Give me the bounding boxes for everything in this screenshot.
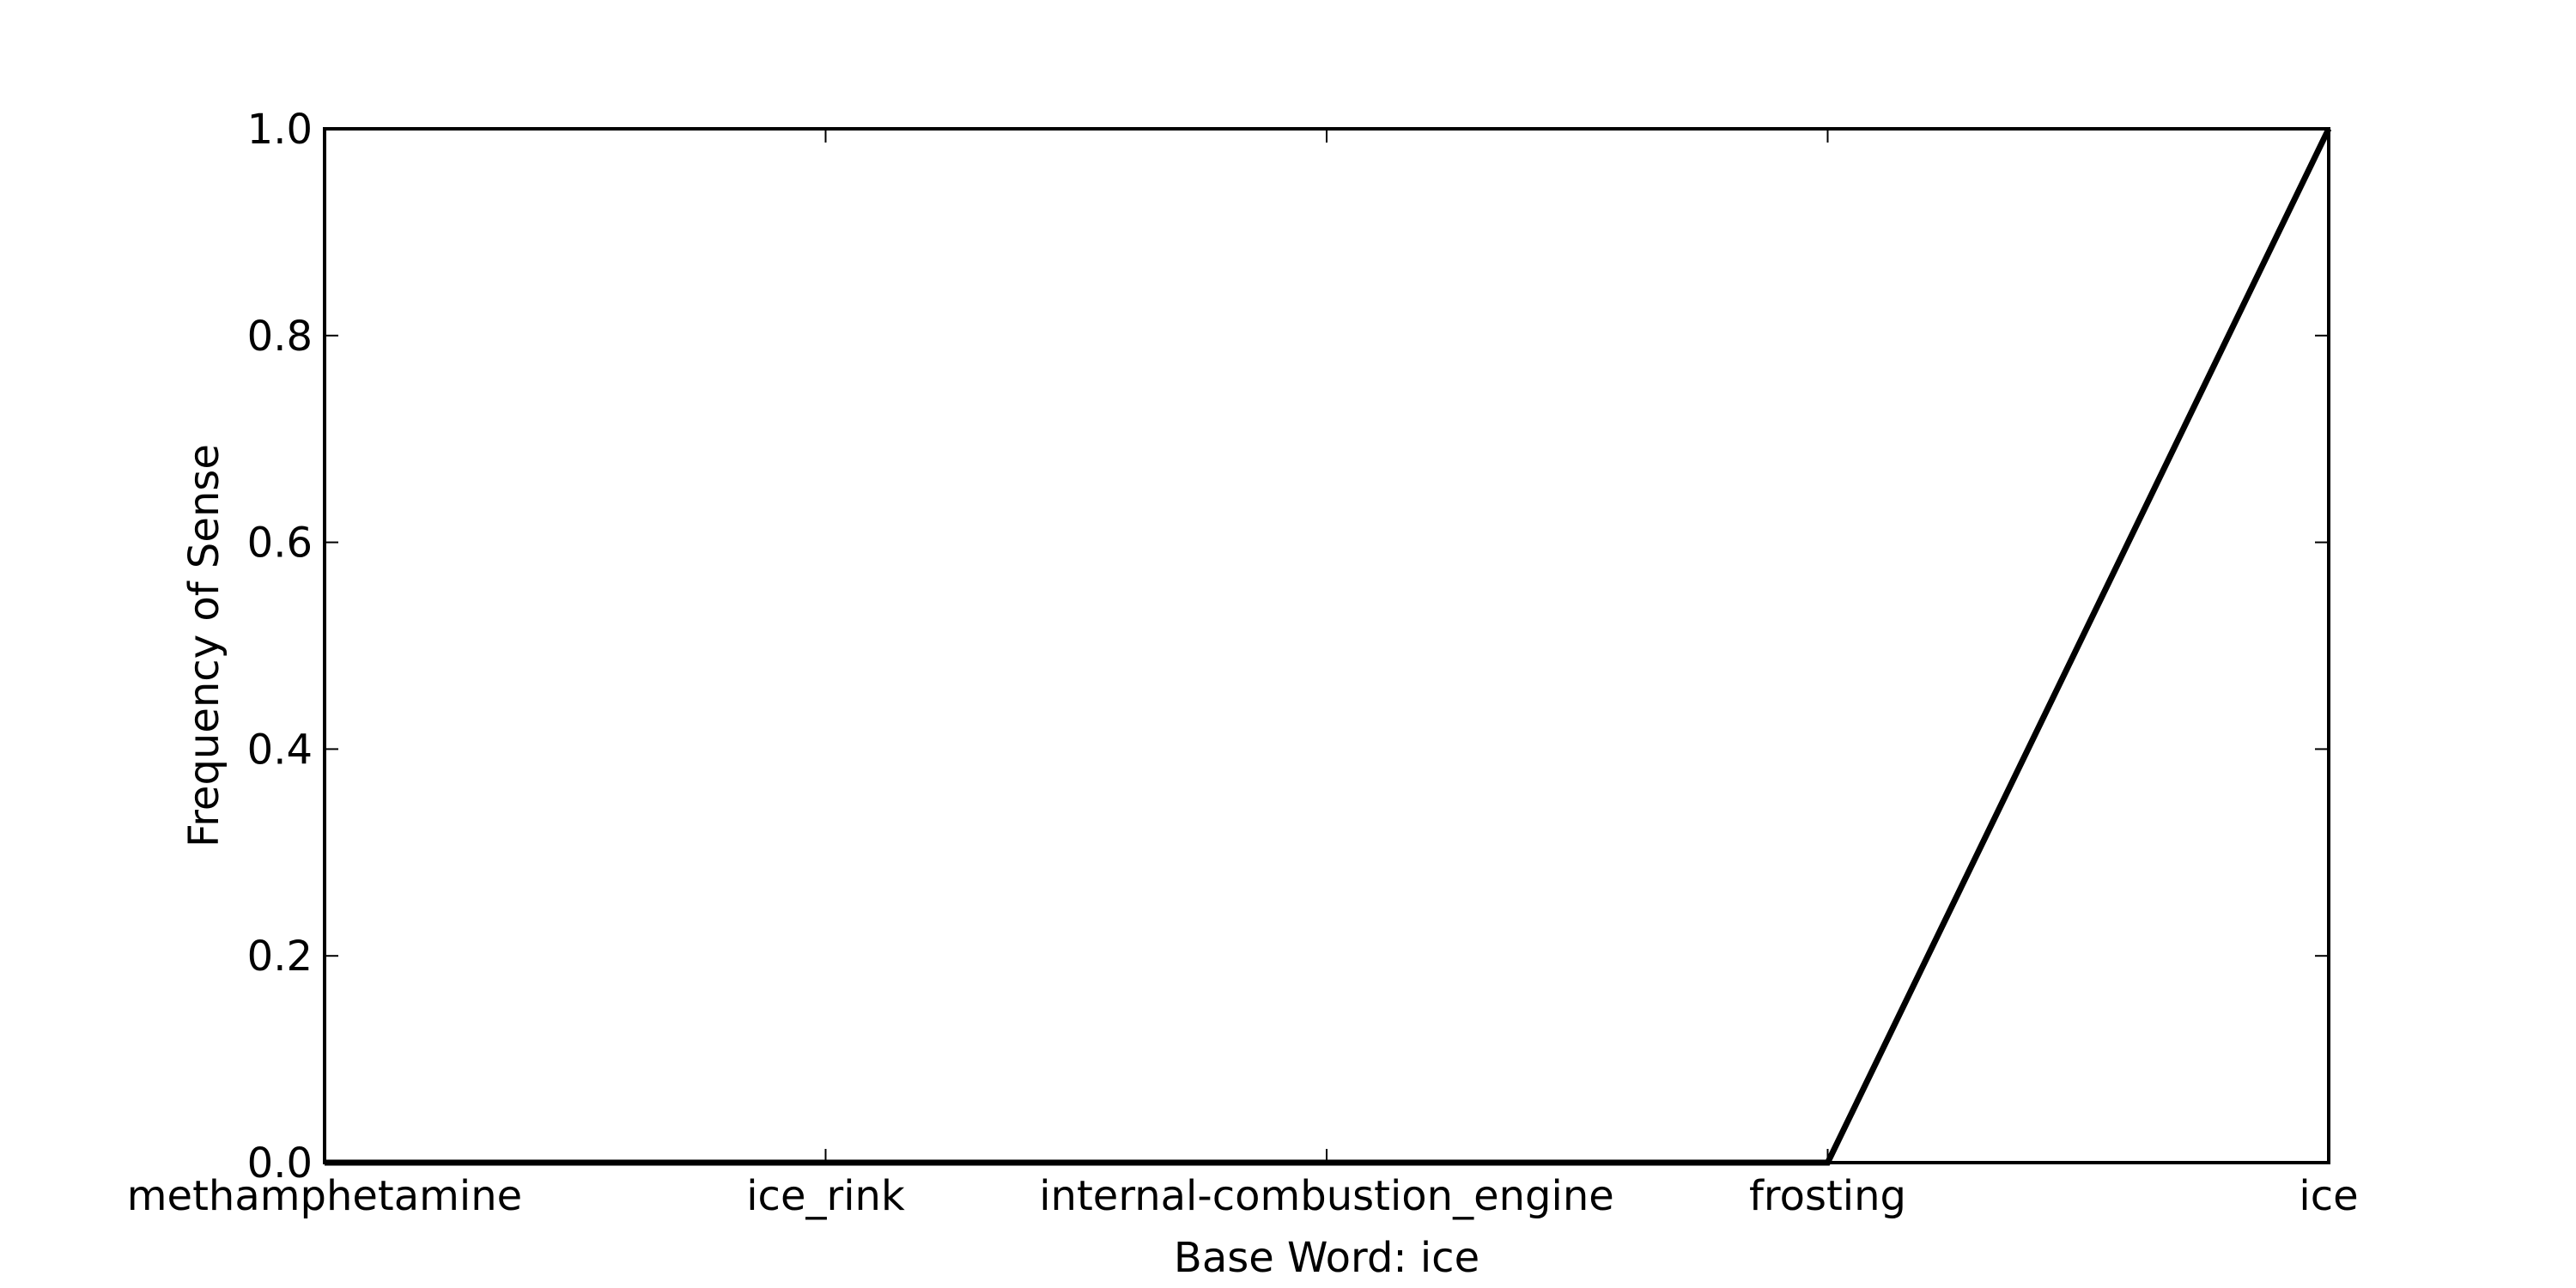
plot-frame — [323, 127, 2330, 1164]
x-tick-label: ice — [2299, 1172, 2358, 1220]
x-tick-label: internal-combustion_engine — [1039, 1172, 1614, 1220]
y-tick-label: 0.6 — [247, 519, 313, 568]
y-tick-label: 1.0 — [247, 106, 313, 154]
y-tick-labels: 0.0 0.2 0.4 0.6 0.8 1.0 — [247, 106, 313, 1188]
y-tick-label: 0.2 — [247, 933, 313, 981]
x-tick-label: ice_rink — [746, 1172, 905, 1220]
y-tick-label: 0.8 — [247, 313, 313, 361]
x-tick-label: methamphetamine — [127, 1172, 522, 1220]
x-tick-label: frosting — [1749, 1172, 1906, 1220]
x-tick-labels: methamphetamine ice_rink internal-combusti… — [127, 1172, 2359, 1220]
y-tick-label: 0.0 — [247, 1139, 313, 1188]
y-axis-title: Frequency of Sense — [180, 444, 228, 848]
y-tick-label: 0.4 — [247, 726, 313, 774]
x-axis-title: Base Word: ice — [1174, 1234, 1479, 1282]
